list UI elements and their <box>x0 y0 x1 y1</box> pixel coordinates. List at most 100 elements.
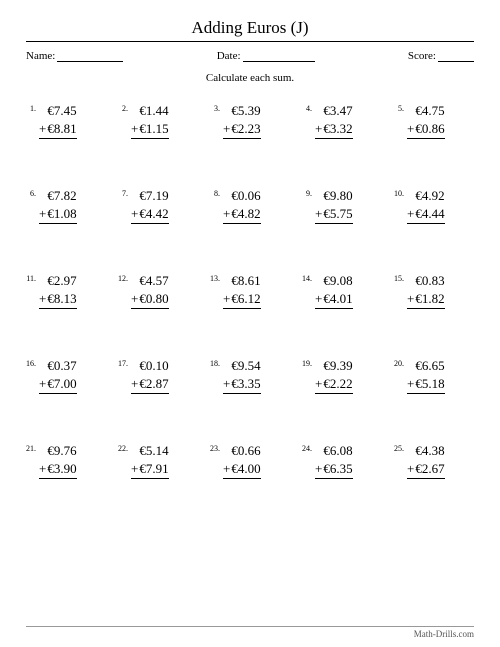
addend-top: €9.80 <box>315 187 353 205</box>
addition-stack: €4.75+€0.86 <box>407 102 445 139</box>
problem: 12.€4.57+€0.80 <box>118 272 198 309</box>
addition-stack: €0.66+€4.00 <box>223 442 261 479</box>
name-label: Name: <box>26 50 55 62</box>
addend-top: €2.97 <box>39 272 77 290</box>
problem-number: 16. <box>26 357 36 368</box>
addend-bottom: +€7.00 <box>39 375 77 395</box>
problem-number: 24. <box>302 442 312 453</box>
date-label: Date: <box>217 50 241 62</box>
problem-number: 10. <box>394 187 404 198</box>
addend-bottom: +€2.67 <box>407 460 445 480</box>
addend-bottom: +€3.32 <box>315 120 353 140</box>
name-field: Name: <box>26 50 123 62</box>
problem-number: 8. <box>210 187 220 198</box>
problem: 23.€0.66+€4.00 <box>210 442 290 479</box>
problem-number: 6. <box>26 187 36 198</box>
addend-bottom: +€2.87 <box>131 375 169 395</box>
problem-number: 21. <box>26 442 36 453</box>
addend-bottom: +€4.82 <box>223 205 261 225</box>
addend-bottom: +€2.22 <box>315 375 353 395</box>
operator: + <box>407 376 415 391</box>
problem: 17.€0.10+€2.87 <box>118 357 198 394</box>
problem: 19.€9.39+€2.22 <box>302 357 382 394</box>
problem-number: 15. <box>394 272 404 283</box>
operator: + <box>131 461 139 476</box>
operator: + <box>39 376 47 391</box>
operator: + <box>407 461 415 476</box>
operator: + <box>223 206 231 221</box>
addition-stack: €7.82+€1.08 <box>39 187 77 224</box>
score-label: Score: <box>408 50 436 62</box>
addition-stack: €1.44+€1.15 <box>131 102 169 139</box>
addend-bottom: +€6.12 <box>223 290 261 310</box>
addend-top: €1.44 <box>131 102 169 120</box>
addend-bottom: +€8.81 <box>39 120 77 140</box>
addend-top: €0.83 <box>407 272 445 290</box>
operator: + <box>39 461 47 476</box>
operator: + <box>223 461 231 476</box>
addition-stack: €9.80+€5.75 <box>315 187 353 224</box>
problem-number: 2. <box>118 102 128 113</box>
problem: 1.€7.45+€8.81 <box>26 102 106 139</box>
problem-number: 1. <box>26 102 36 113</box>
problem-number: 12. <box>118 272 128 283</box>
addend-bottom: +€5.75 <box>315 205 353 225</box>
operator: + <box>315 206 323 221</box>
problem-number: 17. <box>118 357 128 368</box>
addition-stack: €0.10+€2.87 <box>131 357 169 394</box>
title-rule <box>26 41 474 42</box>
problem: 4.€3.47+€3.32 <box>302 102 382 139</box>
addend-bottom: +€0.86 <box>407 120 445 140</box>
problem-grid: 1.€7.45+€8.81 2.€1.44+€1.15 3.€5.39+€2.23 4… <box>26 102 474 479</box>
problem-number: 9. <box>302 187 312 198</box>
problem-number: 7. <box>118 187 128 198</box>
operator: + <box>131 376 139 391</box>
addend-bottom: +€0.80 <box>131 290 169 310</box>
operator: + <box>315 121 323 136</box>
problem: 13.€8.61+€6.12 <box>210 272 290 309</box>
addend-top: €0.06 <box>223 187 261 205</box>
operator: + <box>39 121 47 136</box>
addition-stack: €0.83+€1.82 <box>407 272 445 309</box>
addend-top: €9.54 <box>223 357 261 375</box>
problem: 2.€1.44+€1.15 <box>118 102 198 139</box>
problem: 25.€4.38+€2.67 <box>394 442 474 479</box>
operator: + <box>407 206 415 221</box>
addition-stack: €0.06+€4.82 <box>223 187 261 224</box>
problem-number: 25. <box>394 442 404 453</box>
operator: + <box>39 206 47 221</box>
operator: + <box>223 291 231 306</box>
addend-bottom: +€4.01 <box>315 290 353 310</box>
operator: + <box>315 291 323 306</box>
problem-number: 11. <box>26 272 36 283</box>
addition-stack: €6.08+€6.35 <box>315 442 353 479</box>
date-blank[interactable] <box>243 51 315 62</box>
page-title: Adding Euros (J) <box>26 18 474 38</box>
addend-top: €9.08 <box>315 272 353 290</box>
name-blank[interactable] <box>57 51 123 62</box>
problem: 18.€9.54+€3.35 <box>210 357 290 394</box>
addend-top: €5.14 <box>131 442 169 460</box>
addend-bottom: +€3.35 <box>223 375 261 395</box>
problem-number: 14. <box>302 272 312 283</box>
addition-stack: €2.97+€8.13 <box>39 272 77 309</box>
score-blank[interactable] <box>438 51 474 62</box>
addend-top: €4.38 <box>407 442 445 460</box>
addition-stack: €0.37+€7.00 <box>39 357 77 394</box>
problem-number: 3. <box>210 102 220 113</box>
date-field: Date: <box>217 50 315 62</box>
problem-number: 23. <box>210 442 220 453</box>
addend-bottom: +€1.82 <box>407 290 445 310</box>
problem: 3.€5.39+€2.23 <box>210 102 290 139</box>
addend-top: €7.45 <box>39 102 77 120</box>
problem-number: 18. <box>210 357 220 368</box>
addition-stack: €4.92+€4.44 <box>407 187 445 224</box>
operator: + <box>39 291 47 306</box>
operator: + <box>223 376 231 391</box>
addend-top: €6.08 <box>315 442 353 460</box>
operator: + <box>407 121 415 136</box>
header-row: Name: Date: Score: <box>26 50 474 62</box>
addend-top: €0.66 <box>223 442 261 460</box>
addition-stack: €8.61+€6.12 <box>223 272 261 309</box>
addition-stack: €5.39+€2.23 <box>223 102 261 139</box>
